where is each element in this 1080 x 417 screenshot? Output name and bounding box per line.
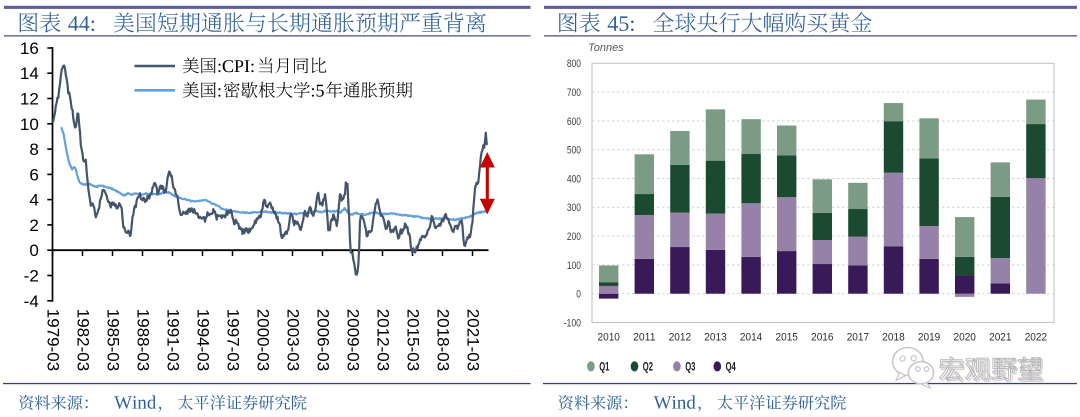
svg-text:2021-03: 2021-03	[464, 309, 483, 371]
svg-text:200: 200	[567, 231, 581, 243]
svg-text:1979-03: 1979-03	[44, 309, 63, 371]
svg-text:2017: 2017	[847, 332, 869, 344]
svg-text:0: 0	[29, 241, 38, 260]
svg-text:Q2: Q2	[643, 362, 653, 374]
svg-text:2013: 2013	[704, 332, 726, 344]
svg-text:400: 400	[567, 173, 581, 185]
svg-text:500: 500	[567, 145, 581, 157]
svg-text:16: 16	[20, 39, 39, 58]
svg-text:0: 0	[576, 289, 581, 301]
svg-text:1994-03: 1994-03	[194, 309, 213, 371]
svg-text:2021: 2021	[989, 332, 1011, 344]
svg-text:2010: 2010	[598, 332, 620, 344]
svg-text:2006-03: 2006-03	[314, 309, 333, 371]
svg-text:300: 300	[567, 202, 581, 214]
svg-text:2011: 2011	[633, 332, 655, 344]
svg-text:2016: 2016	[811, 332, 833, 344]
svg-text:4: 4	[29, 191, 38, 210]
svg-text:600: 600	[567, 116, 581, 128]
svg-text:-100: -100	[564, 317, 581, 329]
svg-text:Q1: Q1	[599, 362, 610, 374]
svg-text:2019: 2019	[918, 332, 940, 344]
svg-text:1988-03: 1988-03	[134, 309, 153, 371]
svg-text:2020: 2020	[954, 332, 976, 344]
svg-text:1997-03: 1997-03	[224, 309, 243, 371]
svg-text:2003-03: 2003-03	[284, 309, 303, 371]
svg-text:8: 8	[29, 140, 38, 159]
svg-text:2018-03: 2018-03	[434, 309, 453, 371]
svg-text:10: 10	[20, 115, 39, 134]
svg-text:800: 800	[567, 58, 581, 70]
svg-text:2012: 2012	[669, 332, 691, 344]
svg-text:-4: -4	[24, 292, 39, 311]
svg-text:Q3: Q3	[685, 362, 695, 374]
svg-text:700: 700	[567, 87, 581, 99]
svg-text:1991-03: 1991-03	[164, 309, 183, 371]
svg-text:2022: 2022	[1025, 332, 1047, 344]
svg-text:2014: 2014	[740, 332, 762, 344]
svg-text:Tonnes: Tonnes	[588, 42, 624, 54]
svg-text:2012-03: 2012-03	[374, 309, 393, 371]
svg-text:2015: 2015	[776, 332, 798, 344]
svg-text:6: 6	[29, 165, 38, 184]
svg-text:14: 14	[20, 64, 39, 83]
svg-text:2: 2	[29, 216, 38, 235]
svg-text:Q4: Q4	[726, 362, 737, 374]
svg-text:2009-03: 2009-03	[344, 309, 363, 371]
svg-text:1982-03: 1982-03	[74, 309, 93, 371]
svg-text:2000-03: 2000-03	[254, 309, 273, 371]
svg-text:2018: 2018	[882, 332, 904, 344]
svg-text:12: 12	[20, 90, 39, 109]
svg-text:100: 100	[567, 260, 581, 272]
svg-text:1985-03: 1985-03	[104, 309, 123, 371]
svg-text:-2: -2	[24, 267, 39, 286]
svg-text:2015-03: 2015-03	[404, 309, 423, 371]
